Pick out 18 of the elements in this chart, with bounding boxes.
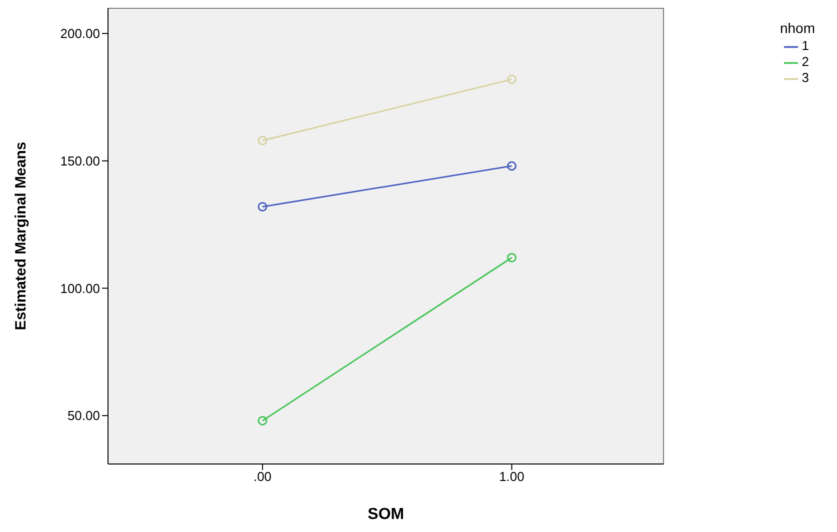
legend-label: 2 bbox=[802, 54, 809, 69]
point bbox=[258, 416, 268, 426]
legend-title: nhom bbox=[780, 20, 815, 36]
y-tick-label: 200.00 bbox=[60, 26, 100, 42]
x-tick-label: .00 bbox=[253, 469, 272, 484]
point bbox=[506, 74, 516, 84]
legend-label: 3 bbox=[802, 70, 809, 85]
y-tick-label: 150.00 bbox=[60, 153, 100, 168]
point bbox=[258, 136, 268, 146]
legend-label: 1 bbox=[802, 38, 809, 53]
y-tick-label: 100.00 bbox=[60, 280, 100, 296]
point bbox=[506, 252, 516, 262]
point bbox=[506, 161, 516, 171]
x-axis-title: SOM bbox=[368, 506, 404, 523]
y-axis-title: Estimated Marginal Means bbox=[12, 142, 30, 330]
point bbox=[258, 202, 268, 212]
x-tick-label: 1.00 bbox=[499, 469, 524, 484]
y-tick-label: 50.00 bbox=[67, 408, 100, 424]
